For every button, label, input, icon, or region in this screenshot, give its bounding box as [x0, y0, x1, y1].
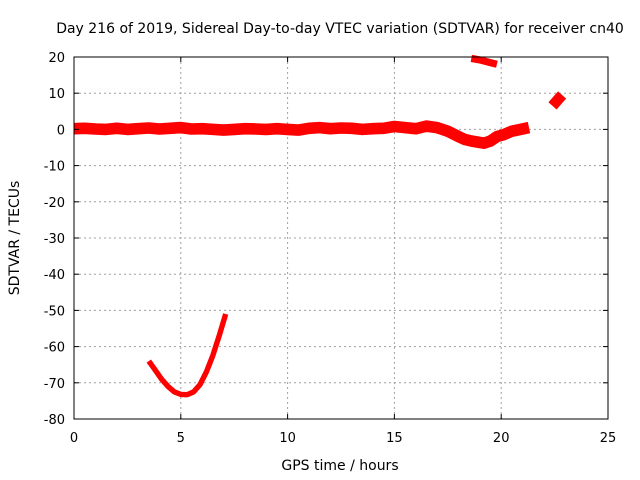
series-right-fragment	[548, 91, 567, 110]
series-main-trace	[73, 120, 531, 149]
x-tick-label: 0	[70, 431, 78, 446]
series-group	[73, 54, 567, 398]
y-tick-label: -70	[44, 377, 65, 392]
ticks	[73, 56, 609, 420]
y-tick-label: -60	[44, 341, 65, 356]
y-tick-label: -50	[44, 304, 65, 319]
x-tick-label: 20	[493, 431, 510, 446]
x-tick-label: 5	[177, 431, 185, 446]
y-tick-label: -10	[44, 160, 65, 175]
x-axis-label: GPS time / hours	[281, 458, 398, 474]
y-tick-label: -80	[44, 413, 65, 428]
y-axis-label: SDTVAR / TECUs	[7, 181, 23, 296]
x-tick-label: 15	[386, 431, 403, 446]
x-tick-labels: 0 5 10 15 20 25	[70, 431, 616, 446]
y-tick-label: 20	[48, 51, 65, 66]
series-v-curve	[146, 313, 229, 398]
chart-title: Day 216 of 2019, Sidereal Day-to-day VTE…	[56, 21, 624, 37]
x-tick-label: 25	[600, 431, 617, 446]
y-tick-labels: -80 -70 -60 -50 -40 -30 -20 -10 0 10 20	[44, 51, 65, 428]
y-tick-label: -40	[44, 268, 65, 283]
x-tick-label: 10	[279, 431, 296, 446]
series-upper-fragment	[470, 54, 498, 68]
y-tick-label: 10	[48, 87, 65, 102]
y-tick-label: 0	[57, 123, 65, 138]
y-tick-label: -20	[44, 196, 65, 211]
y-tick-label: -30	[44, 232, 65, 247]
